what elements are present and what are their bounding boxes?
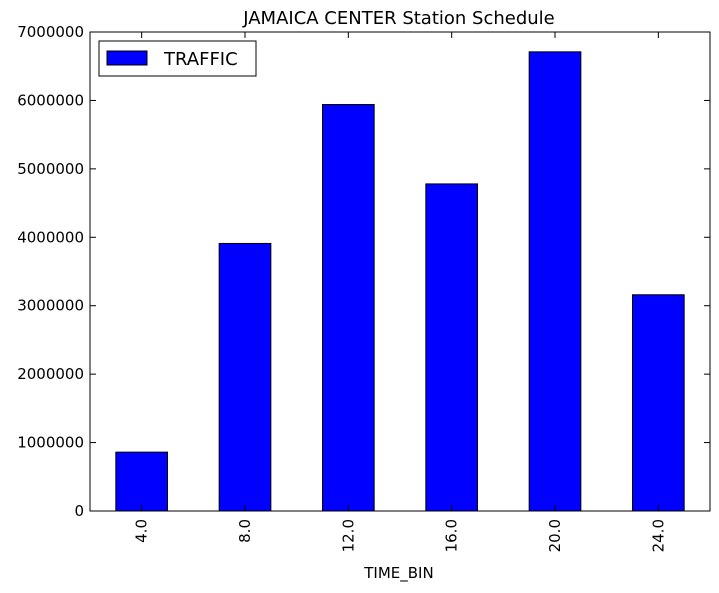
x-tick-label: 24.0: [649, 519, 667, 552]
y-tick-label: 1000000: [17, 434, 84, 452]
x-tick-label: 4.0: [133, 519, 151, 543]
plot-area: 0 1000000 2000000 3000000 4000000 5000000 6000…: [17, 23, 711, 552]
x-tick-label: 16.0: [443, 519, 461, 552]
x-axis-label: TIME_BIN: [363, 564, 433, 583]
y-tick-label: 6000000: [17, 91, 84, 109]
chart-title: JAMAICA CENTER Station Schedule: [242, 8, 555, 29]
bar-16.0: [425, 183, 478, 512]
legend-label: TRAFFIC: [163, 49, 238, 70]
bar-8.0: [218, 242, 272, 512]
y-tick-label: 7000000: [17, 23, 84, 41]
x-tick-label: 8.0: [236, 519, 254, 543]
y-tick-label: 5000000: [17, 160, 84, 178]
x-tick-label: 12.0: [339, 519, 357, 552]
plot-frame: [89, 31, 711, 512]
y-tick-label: 4000000: [17, 228, 84, 246]
legend-swatch: [106, 50, 148, 66]
legend: TRAFFIC: [98, 40, 257, 77]
bar-4.0: [115, 451, 168, 512]
y-tick-label: 0: [74, 502, 84, 520]
y-tick-label: 3000000: [17, 297, 84, 315]
y-tick-label: 2000000: [17, 365, 84, 383]
x-tick-label: 20.0: [546, 519, 564, 552]
bar-12.0: [322, 104, 375, 512]
bar-20.0: [528, 51, 582, 512]
bar-24.0: [632, 294, 685, 512]
